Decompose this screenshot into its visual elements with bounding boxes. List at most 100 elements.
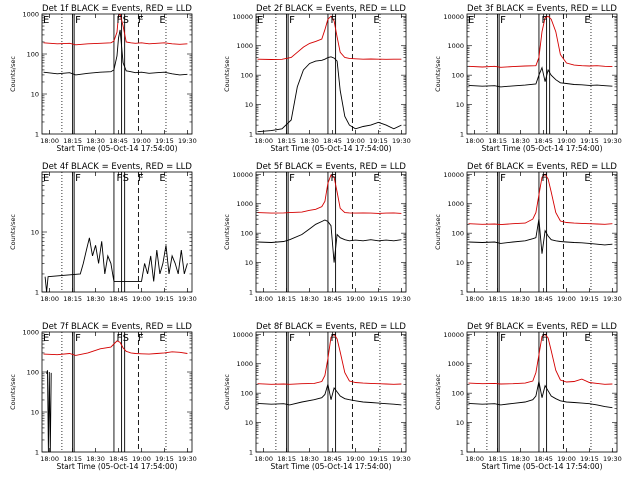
- marker-label: F: [138, 333, 144, 344]
- x-tick-label: 18:15: [63, 455, 82, 463]
- lld-series-line: [468, 333, 613, 385]
- y-tick-label: 10000: [232, 171, 253, 179]
- panel-det-4: Det 4f BLACK = Events, RED = LLD Counts/s…: [9, 162, 197, 303]
- marker-label: E: [584, 333, 590, 344]
- x-tick-label: 18:00: [254, 137, 273, 145]
- y-tick-label: 10: [31, 409, 39, 417]
- marker-label: F: [500, 333, 506, 344]
- marker-label: E: [43, 15, 49, 26]
- y-axis-title: Counts/sec: [434, 374, 442, 410]
- x-tick-label: 19:15: [155, 137, 174, 145]
- y-tick-label: 100: [241, 72, 253, 80]
- x-tick-label: 18:45: [323, 295, 342, 303]
- y-tick-label: 100: [452, 390, 464, 398]
- marker-label: S: [123, 15, 129, 26]
- y-tick-label: 1000: [447, 360, 464, 368]
- y-tick-label: 10000: [443, 171, 464, 179]
- x-axis-title: Start Time (05-Oct-14 17:54:00): [270, 144, 391, 153]
- x-tick-label: 19:30: [178, 455, 197, 463]
- marker-label: F: [116, 15, 122, 26]
- lld-series-line: [468, 15, 613, 68]
- panel-title: Det 3f BLACK = Events, RED = LLD: [467, 4, 617, 14]
- events-series-line: [468, 66, 613, 88]
- x-tick-label: 18:15: [63, 295, 82, 303]
- y-axis-title: Counts/sec: [434, 214, 442, 250]
- y-axis-title: Counts/sec: [9, 374, 17, 410]
- y-axis-title: Counts/sec: [223, 214, 231, 250]
- lld-series-line: [468, 173, 613, 226]
- x-tick-label: 19:00: [557, 295, 576, 303]
- x-tick-label: 19:15: [155, 455, 174, 463]
- panel-det-6: Det 6f BLACK = Events, RED = LLD Counts/s…: [434, 162, 622, 303]
- x-tick-label: 19:15: [580, 295, 599, 303]
- x-tick-label: 18:30: [86, 455, 105, 463]
- y-tick-label: 10: [456, 101, 464, 109]
- y-tick-label: 10: [245, 101, 253, 109]
- marker-label: F: [289, 173, 295, 184]
- marker-label: F: [116, 333, 122, 344]
- marker-label: E: [584, 173, 590, 184]
- x-tick-label: 19:00: [346, 295, 365, 303]
- marker-label: E: [159, 15, 165, 26]
- x-tick-label: 19:30: [392, 455, 411, 463]
- y-tick-label: 10: [31, 91, 39, 99]
- marker-label: F: [138, 173, 144, 184]
- x-tick-label: 19:30: [178, 137, 197, 145]
- x-tick-label: 18:30: [511, 295, 530, 303]
- x-tick-label: 19:15: [369, 137, 388, 145]
- marker-label: E: [584, 15, 590, 26]
- y-tick-label: 100: [452, 230, 464, 238]
- marker-label: E: [159, 173, 165, 184]
- x-tick-label: 19:00: [346, 455, 365, 463]
- x-axis-title: Start Time (05-Oct-14 17:54:00): [481, 144, 602, 153]
- panel-det-8: Det 8f BLACK = Events, RED = LLD Counts/s…: [223, 322, 411, 471]
- marker-label: F: [75, 333, 81, 344]
- y-tick-label: 100: [27, 51, 39, 59]
- x-tick-label: 18:45: [323, 455, 342, 463]
- y-tick-label: 1000: [447, 42, 464, 50]
- x-tick-label: 18:45: [534, 137, 553, 145]
- plot-frame: [41, 13, 193, 135]
- panel-title: Det 2f BLACK = Events, RED = LLD: [256, 4, 406, 14]
- marker-label: E: [373, 173, 379, 184]
- x-axis-title: Start Time (05-Oct-14 17:54:00): [56, 144, 177, 153]
- x-tick-label: 18:45: [534, 295, 553, 303]
- lld-series-line: [257, 333, 402, 385]
- x-tick-label: 18:30: [300, 295, 319, 303]
- panel-title: Det 4f BLACK = Events, RED = LLD: [42, 162, 192, 172]
- y-tick-label: 10: [31, 229, 39, 237]
- x-tick-label: 18:30: [300, 137, 319, 145]
- x-tick-label: 19:00: [132, 295, 151, 303]
- plot-frame: [41, 171, 193, 293]
- plot-frame: [466, 331, 618, 453]
- marker-label: F: [330, 15, 336, 26]
- x-tick-label: 18:00: [254, 455, 273, 463]
- x-tick-label: 19:30: [392, 295, 411, 303]
- marker-label: S: [123, 173, 129, 184]
- panel-det-3: Det 3f BLACK = Events, RED = LLD Counts/s…: [434, 4, 622, 153]
- x-tick-label: 18:00: [465, 455, 484, 463]
- y-axis-title: Counts/sec: [9, 214, 17, 250]
- panel-title: Det 1f BLACK = Events, RED = LLD: [42, 4, 192, 14]
- marker-label: F: [289, 15, 295, 26]
- x-tick-label: 18:30: [86, 137, 105, 145]
- x-tick-label: 19:00: [557, 137, 576, 145]
- panel-det-7: Det 7f BLACK = Events, RED = LLD Counts/s…: [9, 322, 197, 471]
- events-series-line: [257, 56, 402, 133]
- marker-label: S: [123, 333, 129, 344]
- plot-frame: [466, 171, 618, 293]
- marker-label: F: [541, 333, 547, 344]
- x-tick-label: 18:15: [277, 137, 296, 145]
- x-tick-label: 18:00: [254, 295, 273, 303]
- y-tick-label: 100: [241, 390, 253, 398]
- plot-frame: [255, 13, 407, 135]
- events-series-line: [468, 381, 613, 409]
- events-series-line: [257, 384, 402, 406]
- panel-det-1: Det 1f BLACK = Events, RED = LLD Counts/s…: [9, 4, 197, 153]
- y-tick-label: 1: [35, 449, 39, 457]
- marker-label: E: [43, 333, 49, 344]
- y-tick-label: 10: [456, 259, 464, 267]
- plot-frame: [255, 171, 407, 293]
- x-tick-label: 18:00: [465, 137, 484, 145]
